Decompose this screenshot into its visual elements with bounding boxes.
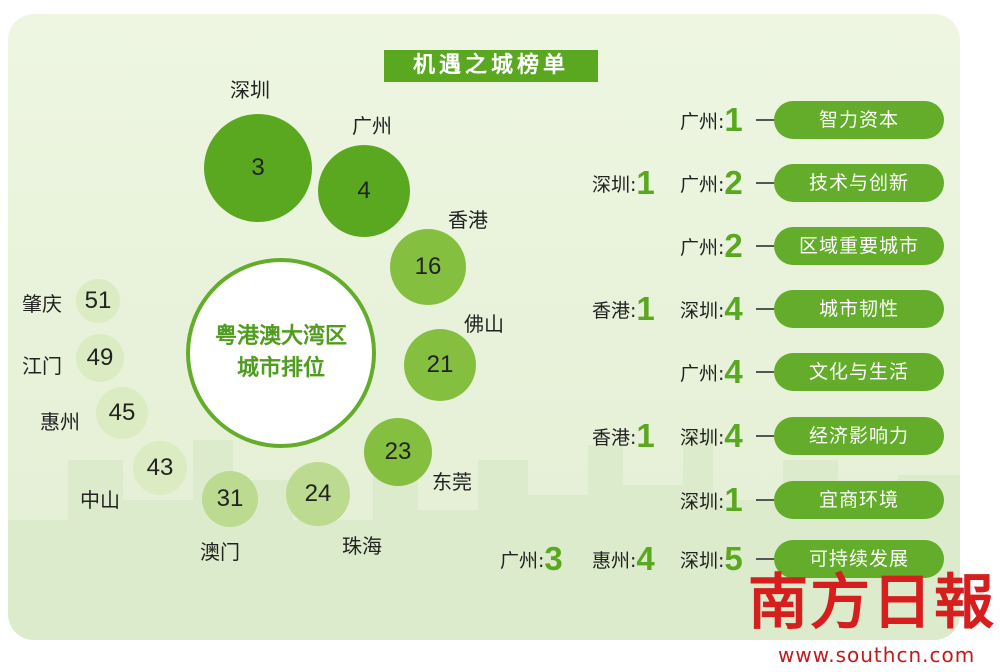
city-rank: 广州:3: [500, 539, 563, 581]
bubble-惠州: 45: [96, 387, 148, 439]
bubble-label-东莞: 东莞: [432, 470, 472, 494]
rank-number: 1: [636, 417, 655, 454]
city-name: 香港:: [592, 427, 637, 449]
rank-row: 深圳:1 广州:2 技术与创新: [8, 163, 960, 203]
city-name: 广州:: [680, 174, 725, 196]
bubble-珠海: 24: [286, 462, 350, 526]
rank-number: 4: [724, 353, 743, 390]
connector-line: [756, 435, 774, 437]
rank-number: 2: [724, 227, 743, 264]
bubble-label-佛山: 佛山: [464, 312, 504, 336]
city-name: 深圳:: [680, 427, 725, 449]
center-label-circle: 粤港澳大湾区 城市排位: [186, 258, 376, 448]
city-name: 香港:: [592, 300, 637, 322]
rank-number: 4: [724, 417, 743, 454]
rank-row: 广州:4 文化与生活: [8, 352, 960, 392]
connector-line: [756, 499, 774, 501]
city-rank: 深圳:5: [680, 539, 743, 581]
bubble-中山: 43: [133, 441, 187, 495]
city-name: 广州:: [680, 363, 725, 385]
dimension-pill: 可持续发展: [774, 540, 944, 578]
city-name: 深圳:: [592, 174, 637, 196]
connector-line: [756, 119, 774, 121]
bubble-香港: 16: [390, 229, 466, 305]
city-rank: 广州:1: [680, 100, 743, 142]
center-label-line1: 粤港澳大湾区: [214, 324, 347, 349]
connector-line: [756, 182, 774, 184]
bubble-label-肇庆: 肇庆: [22, 292, 62, 316]
city-rank: 深圳:4: [680, 289, 743, 331]
rank-number: 1: [636, 164, 655, 201]
bubble-东莞: 23: [364, 418, 432, 486]
rank-number: 4: [636, 540, 655, 577]
rank-row: 广州:1 智力资本: [8, 100, 960, 140]
city-rank: 深圳:4: [680, 416, 743, 458]
city-rank: 香港:1: [592, 416, 655, 458]
rank-number: 1: [636, 290, 655, 327]
city-rank: 广州:4: [680, 352, 743, 394]
rank-number: 1: [724, 101, 743, 138]
city-name: 广州:: [680, 111, 725, 133]
rank-number: 5: [724, 540, 743, 577]
city-name: 深圳:: [680, 300, 725, 322]
logo-text: 南方日報: [748, 568, 996, 638]
city-rank: 广州:2: [680, 226, 743, 268]
city-name: 深圳:: [680, 550, 725, 572]
rank-row: 广州:3 惠州:4 深圳:5 可持续发展: [8, 539, 960, 579]
city-name: 广州:: [680, 237, 725, 259]
rank-number: 1: [724, 481, 743, 518]
city-rank: 惠州:4: [592, 539, 655, 581]
city-rank: 广州:2: [680, 163, 743, 205]
city-name: 广州:: [500, 550, 545, 572]
bubble-澳门: 31: [202, 471, 258, 527]
bubble-佛山: 21: [404, 329, 476, 401]
bubble-label-广州: 广州: [352, 114, 392, 138]
newspaper-logo: 南方日報: [748, 566, 994, 640]
connector-line: [756, 308, 774, 310]
dimension-pill: 城市韧性: [774, 290, 944, 328]
rank-row: 香港:1 深圳:4 城市韧性: [8, 289, 960, 329]
connector-line: [756, 558, 774, 560]
center-label-line2: 城市排位: [236, 356, 325, 381]
dimension-pill: 智力资本: [774, 101, 944, 139]
chart-title: 机遇之城榜单: [384, 50, 598, 82]
dimension-pill: 区域重要城市: [774, 227, 944, 265]
bubble-江门: 49: [76, 334, 124, 382]
bubble-label-江门: 江门: [22, 354, 62, 378]
dimension-pill: 技术与创新: [774, 164, 944, 202]
rank-number: 2: [724, 164, 743, 201]
rank-number: 3: [544, 540, 563, 577]
rank-row: 广州:2 区域重要城市: [8, 226, 960, 266]
city-rank: 深圳:1: [680, 480, 743, 522]
dimension-pill: 经济影响力: [774, 417, 944, 455]
bubble-label-深圳: 深圳: [230, 78, 270, 102]
bubble-label-澳门: 澳门: [200, 540, 240, 564]
bubble-肇庆: 51: [76, 279, 120, 323]
rank-row: 香港:1 深圳:4 经济影响力: [8, 416, 960, 456]
bubble-广州: 4: [318, 145, 410, 237]
city-name: 惠州:: [592, 550, 637, 572]
dimension-pill: 文化与生活: [774, 353, 944, 391]
connector-line: [756, 371, 774, 373]
bubble-深圳: 3: [204, 114, 312, 222]
connector-line: [756, 245, 774, 247]
bubble-label-惠州: 惠州: [40, 410, 80, 434]
city-rank: 深圳:1: [592, 163, 655, 205]
city-name: 深圳:: [680, 491, 725, 513]
bubble-label-中山: 中山: [80, 488, 120, 512]
rank-number: 4: [724, 290, 743, 327]
infographic-card: 机遇之城榜单 3 深圳 4 广州 16 香港 21 佛山 23 东莞 24 珠海 31 澳门 43 中山 45 惠…: [8, 14, 960, 640]
bubble-label-珠海: 珠海: [342, 534, 382, 558]
bubble-label-香港: 香港: [448, 208, 488, 232]
rank-row: 深圳:1 宜商环境: [8, 480, 960, 520]
website-url: www.southcn.com: [778, 643, 976, 667]
dimension-pill: 宜商环境: [774, 481, 944, 519]
city-rank: 香港:1: [592, 289, 655, 331]
